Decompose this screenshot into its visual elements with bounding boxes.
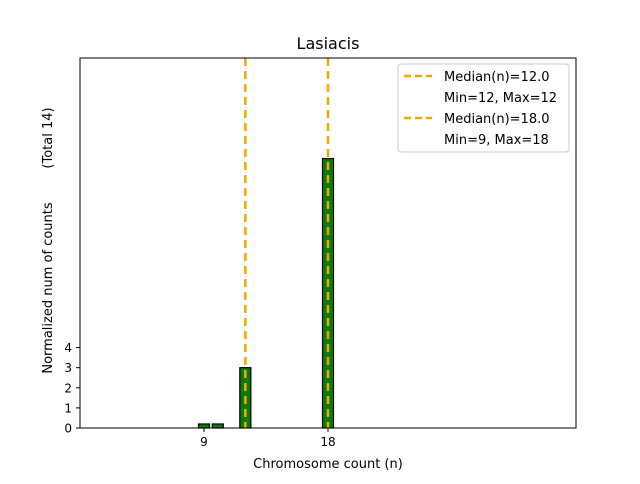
legend-box [397, 63, 570, 153]
bar-9 [197, 423, 211, 429]
y-ticks-layer: 0 1 2 3 4 [64, 341, 80, 436]
chart-title: Lasiacis [297, 34, 360, 53]
y-tick-label-1: 1 [64, 401, 72, 415]
legend: Median(n)=12.0 Min=12, Max=12 Median(n)=… [397, 63, 570, 153]
legend-median-2-label: Median(n)=18.0 [444, 112, 550, 127]
y-axis-total-note: (Total 14) [41, 107, 56, 168]
y-tick-label-0: 0 [64, 422, 72, 436]
y-axis-label: Normalized num of counts [41, 202, 56, 373]
y-tick-label-4: 4 [64, 341, 72, 355]
x-ticks-layer: 9 18 [200, 428, 336, 449]
y-tick-label-3: 3 [64, 361, 72, 375]
x-axis-label: Chromosome count (n) [253, 457, 403, 472]
legend-median-2-range: Min=9, Max=18 [444, 133, 549, 148]
legend-median-1-label: Median(n)=12.0 [444, 70, 550, 85]
bar-10 [211, 423, 224, 429]
median-lines-layer [244, 58, 330, 428]
y-tick-label-2: 2 [64, 381, 72, 395]
x-tick-label-18: 18 [320, 435, 335, 449]
legend-median-1-range: Min=12, Max=12 [444, 91, 557, 106]
x-tick-label-9: 9 [200, 435, 208, 449]
